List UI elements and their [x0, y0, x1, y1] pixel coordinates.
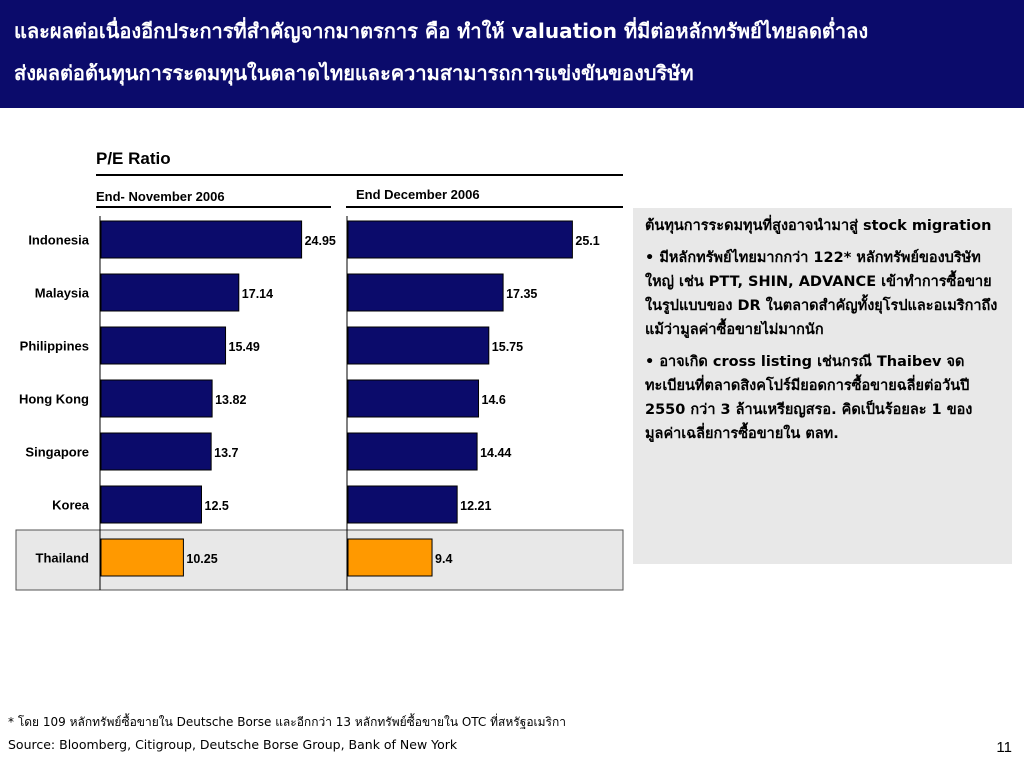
bar: [347, 432, 478, 471]
bar: [100, 485, 202, 524]
header-title-line-1: และผลต่อเนื่องอีกประการที่สำคัญจากมาตรกา…: [14, 19, 869, 43]
commentary-bullet-cross-listing: • อาจเกิด cross listing เช่นกรณี Thaibev…: [645, 354, 973, 442]
commentary-intro: ต้นทุนการระดมทุนที่สูงอาจนำมาสู่ stock m…: [645, 218, 992, 234]
bar-value-label: 24.95: [305, 234, 336, 248]
footnote: * โดย 109 หลักทรัพย์ซื้อขายใน Deutsche B…: [8, 715, 567, 729]
bar-value-label: 9.4: [435, 552, 452, 566]
series-1-title: End- November 2006: [96, 189, 225, 204]
bar: [100, 538, 184, 577]
series-2-title: End December 2006: [356, 187, 480, 202]
bar: [100, 326, 227, 365]
header-title-line-2: ส่งผลต่อต้นทุนการระดมทุนในตลาดไทยและความ…: [14, 61, 694, 85]
category-label: Korea: [52, 498, 90, 513]
page-number: 11: [996, 739, 1012, 756]
bar-value-label: 14.6: [482, 393, 506, 407]
bar: [347, 379, 480, 418]
title-rule: [96, 174, 623, 176]
category-label: Indonesia: [28, 233, 89, 248]
bar: [100, 379, 213, 418]
bar: [100, 432, 212, 471]
series-2-rule: [346, 206, 623, 208]
bar-value-label: 12.21: [460, 499, 491, 513]
category-label: Malaysia: [35, 286, 90, 301]
bar-value-label: 15.49: [229, 340, 260, 354]
bar: [347, 220, 573, 259]
category-label: Singapore: [25, 445, 89, 460]
series-1-rule: [96, 206, 331, 208]
bar: [100, 220, 303, 259]
bar: [347, 538, 433, 577]
bar-value-label: 15.75: [492, 340, 523, 354]
source-note: Source: Bloomberg, Citigroup, Deutsche B…: [8, 737, 458, 752]
commentary-bullet-dr: • มีหลักทรัพย์ไทยมากกว่า 122* หลักทรัพย์…: [645, 250, 998, 338]
bar-value-label: 13.7: [214, 446, 238, 460]
category-label: Thailand: [36, 551, 90, 566]
bar-value-label: 17.14: [242, 287, 273, 301]
bar: [100, 273, 240, 312]
bar-value-label: 17.35: [506, 287, 537, 301]
bar-value-label: 25.1: [575, 234, 599, 248]
bar-value-label: 13.82: [215, 393, 246, 407]
bar-value-label: 10.25: [186, 552, 217, 566]
commentary-box: ต้นทุนการระดมทุนที่สูงอาจนำมาสู่ stock m…: [633, 208, 1012, 564]
category-label: Hong Kong: [19, 392, 89, 407]
bar: [347, 273, 504, 312]
category-label: Philippines: [20, 339, 89, 354]
bar: [347, 326, 490, 365]
chart-title: P/E Ratio: [96, 149, 171, 168]
bar-value-label: 12.5: [205, 499, 229, 513]
bar-value-label: 14.44: [480, 446, 511, 460]
slide-header: และผลต่อเนื่องอีกประการที่สำคัญจากมาตรกา…: [0, 0, 1024, 108]
bar: [347, 485, 458, 524]
